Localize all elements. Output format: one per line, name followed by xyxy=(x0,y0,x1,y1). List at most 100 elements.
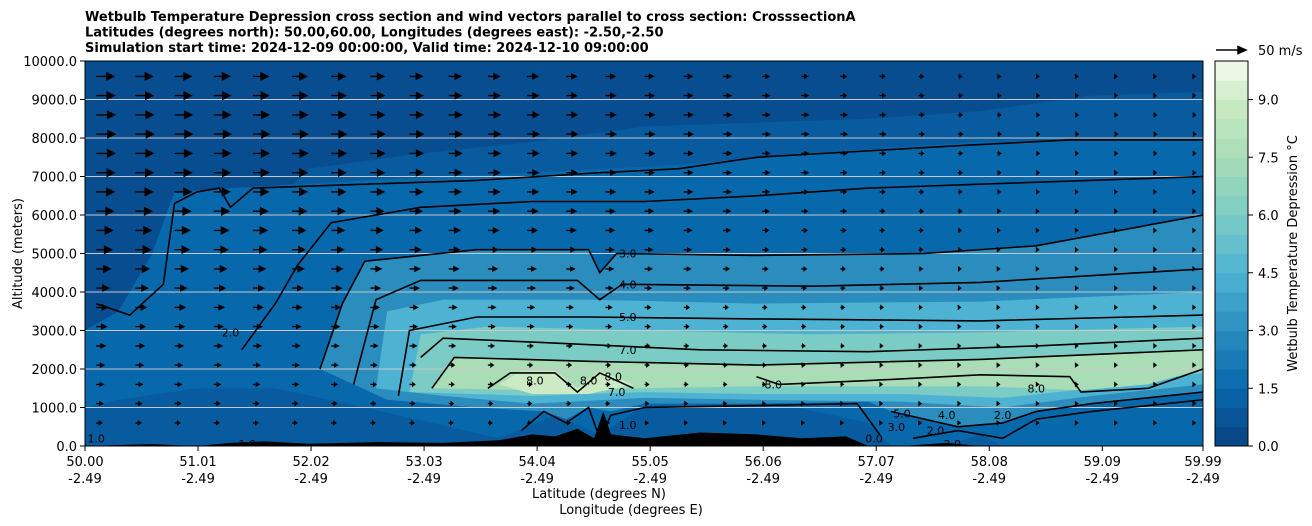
y-tick-label-10: 10000.0 xyxy=(23,55,77,70)
contour-label-15: 4.0 xyxy=(938,409,956,422)
wind-vector-2-2 xyxy=(174,110,194,120)
wind-vector-13-8 xyxy=(409,323,419,330)
wind-vector-6-17 xyxy=(762,189,771,195)
wind-vector-10-23 xyxy=(996,266,1001,272)
colorbar-swatch-3 xyxy=(1215,369,1248,389)
wind-vector-12-23 xyxy=(996,304,1001,311)
wind-vector-16-7 xyxy=(370,381,378,388)
wind-vector-3-26 xyxy=(1114,131,1119,137)
wind-vector-14-13 xyxy=(605,343,612,349)
wind-vector-14-10 xyxy=(487,343,496,349)
colorbar-swatch-13 xyxy=(1215,176,1248,197)
wind-vector-8-27 xyxy=(1153,227,1158,234)
field-band-5 xyxy=(431,349,1203,391)
wind-vector-5-15 xyxy=(683,169,694,176)
wind-vector-9-14 xyxy=(644,246,654,253)
wind-vector-5-12 xyxy=(566,169,579,177)
wind-vector-4-26 xyxy=(1114,150,1119,157)
wind-vector-8-28 xyxy=(1192,227,1197,234)
wind-vector-7-7 xyxy=(370,207,385,216)
wind-vector-1-6 xyxy=(331,91,347,101)
wind-vector-13-1 xyxy=(135,323,147,330)
wind-vector-4-13 xyxy=(605,150,617,157)
wind-vector-12-22 xyxy=(957,304,962,311)
wind-vector-14-7 xyxy=(370,343,379,349)
wind-vector-9-8 xyxy=(409,246,422,254)
wind-vector-1-9 xyxy=(448,91,463,100)
wind-vector-14-3 xyxy=(213,343,224,349)
y-tick-label-7: 7000.0 xyxy=(32,171,78,186)
wind-vector-14-19 xyxy=(840,343,845,349)
wind-vector-8-7 xyxy=(370,226,384,235)
wind-vector-13-14 xyxy=(644,323,651,330)
wind-vector-3-2 xyxy=(174,129,194,139)
wind-vector-2-20 xyxy=(879,112,887,118)
wind-vector-8-15 xyxy=(683,227,693,234)
wind-vector-17-12 xyxy=(566,400,572,407)
wind-vector-5-1 xyxy=(135,168,155,178)
wind-vectors xyxy=(96,71,1197,426)
wind-vector-16-3 xyxy=(213,381,222,388)
wind-vector-16-9 xyxy=(448,381,455,388)
wind-vector-1-7 xyxy=(370,91,386,100)
title-line-0: Wetbulb Temperature Depression cross sec… xyxy=(85,10,856,25)
wind-vector-12-9 xyxy=(448,304,458,311)
y-tick-label-0: 0.0 xyxy=(56,440,77,455)
wind-vector-9-6 xyxy=(331,245,345,254)
wind-vector-6-19 xyxy=(840,189,848,195)
wind-vector-9-24 xyxy=(1035,246,1040,253)
colorbar-swatch-10 xyxy=(1215,234,1248,254)
wind-vector-12-19 xyxy=(840,304,846,311)
vector-key-arrow xyxy=(1216,45,1248,55)
wind-vector-6-13 xyxy=(605,188,617,196)
wind-vector-5-16 xyxy=(722,169,733,176)
wind-vector-13-22 xyxy=(957,323,962,330)
wind-vector-4-20 xyxy=(879,150,887,157)
wind-vector-18-11 xyxy=(527,420,532,426)
contour-label-17: 2.0 xyxy=(927,425,945,438)
wind-vector-5-27 xyxy=(1153,169,1158,176)
wind-vector-6-5 xyxy=(292,187,309,197)
wind-vector-1-14 xyxy=(644,92,656,99)
wind-vector-6-25 xyxy=(1074,189,1079,195)
colorbar-tick-label-4: 6.0 xyxy=(1258,209,1279,224)
wind-vector-11-12 xyxy=(566,285,575,291)
wind-vector-2-11 xyxy=(527,111,540,119)
wind-vector-18-4 xyxy=(252,420,259,426)
wind-vector-1-5 xyxy=(292,91,309,101)
wind-vector-15-14 xyxy=(644,362,650,368)
wind-vector-16-22 xyxy=(957,381,962,388)
wind-vector-14-16 xyxy=(722,343,729,349)
wind-vector-4-19 xyxy=(840,150,848,157)
wind-vector-4-5 xyxy=(292,148,309,159)
wind-vector-5-9 xyxy=(448,168,463,177)
wind-vector-7-13 xyxy=(605,208,616,215)
wind-vector-5-23 xyxy=(997,169,1002,176)
title-line-2: Simulation start time: 2024-12-09 00:00:… xyxy=(85,41,649,56)
wind-vector-4-9 xyxy=(448,149,463,158)
wind-vector-10-9 xyxy=(448,265,460,273)
wind-vector-4-15 xyxy=(683,150,694,157)
wind-vector-18-21 xyxy=(918,420,923,426)
wind-vector-10-27 xyxy=(1153,266,1158,272)
wind-vector-11-24 xyxy=(1035,285,1040,291)
wind-vector-15-10 xyxy=(487,362,495,368)
wind-vector-10-7 xyxy=(370,265,383,273)
wind-vector-10-26 xyxy=(1114,266,1118,272)
wind-vector-5-14 xyxy=(644,169,656,176)
wind-vector-1-13 xyxy=(605,92,617,99)
wind-vector-3-17 xyxy=(762,131,772,137)
wind-vector-14-21 xyxy=(918,343,923,349)
wind-vector-10-24 xyxy=(1035,266,1040,272)
contour-label-10: 1.0 xyxy=(239,438,257,451)
contour-label-20: 2.0 xyxy=(994,409,1012,422)
wind-vector-17-7 xyxy=(370,400,377,407)
colorbar-swatch-0 xyxy=(1215,426,1248,447)
wind-vector-15-4 xyxy=(252,362,261,368)
wind-vector-9-0 xyxy=(96,245,114,255)
wind-vector-17-26 xyxy=(1114,400,1118,407)
wind-vector-15-11 xyxy=(527,362,534,368)
wind-vector-0-24 xyxy=(1036,73,1040,80)
wind-vector-0-3 xyxy=(213,71,231,82)
wind-vector-15-3 xyxy=(213,362,223,368)
